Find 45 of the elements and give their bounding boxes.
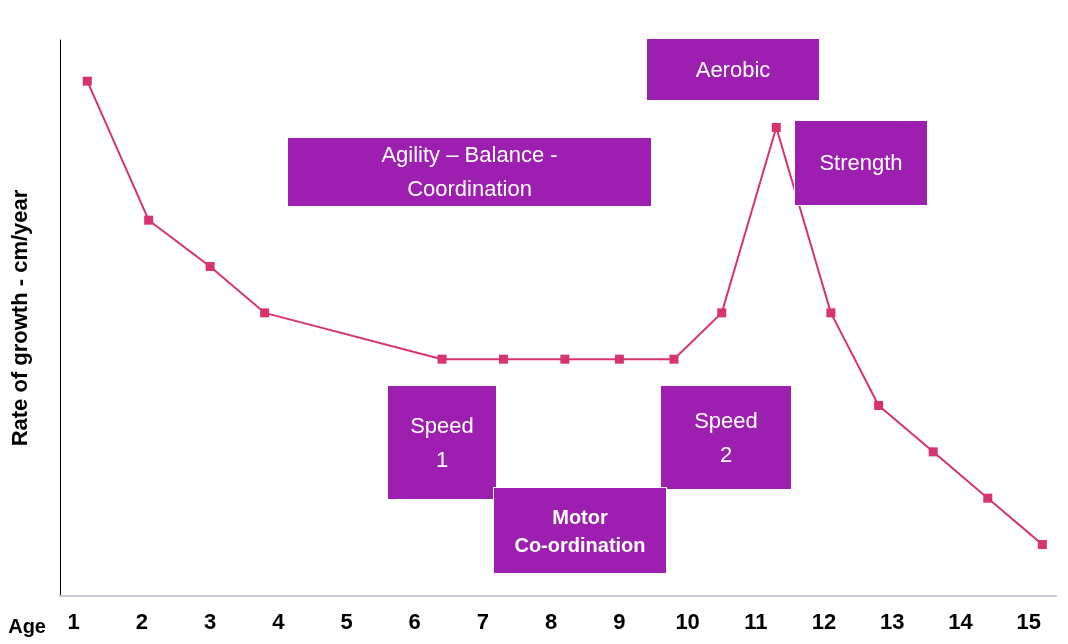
label-box: Speed 2 [660, 385, 792, 490]
point [560, 354, 570, 364]
label-box: Motor Co-ordination [493, 487, 667, 574]
point [1037, 540, 1047, 550]
point [874, 401, 884, 411]
x-tick-label: 7 [476, 608, 490, 634]
x-tick-label: 14 [948, 608, 974, 634]
x-tick-label: 10 [675, 608, 700, 634]
x-tick-label: 2 [135, 608, 148, 634]
annotation: Agility – Balance - Coordination [381, 142, 558, 201]
point [614, 354, 624, 364]
label-box: Agility – Balance - Coordination [287, 137, 652, 207]
point [260, 308, 270, 318]
annotation: Strength [819, 150, 903, 175]
point [983, 493, 993, 503]
point [437, 354, 447, 364]
label-box: Aerobic [646, 38, 820, 101]
annotation: Motor Co-ordination [514, 505, 646, 556]
x-tick-label: 5 [340, 608, 353, 634]
x-tick-label: 8 [545, 608, 558, 634]
x-tick-label: 15 [1016, 608, 1041, 634]
x-tick-label: 3 [203, 608, 217, 634]
point [826, 308, 836, 318]
point [205, 262, 215, 272]
x-tick-label: 9 [613, 608, 626, 634]
label-box: Speed 1 [387, 385, 497, 500]
label-box: Strength [794, 120, 928, 206]
point [669, 354, 679, 364]
point [928, 447, 938, 457]
point [717, 308, 727, 318]
x-tick-label: 4 [272, 608, 286, 634]
annotation: Aerobic [695, 56, 771, 82]
x-axis-title: Age [8, 615, 46, 637]
x-tick-label: 11 [744, 608, 768, 634]
annotation: Speed 2 [694, 407, 758, 467]
point [82, 76, 92, 86]
x-tick-label: 6 [408, 608, 421, 634]
point [771, 123, 781, 133]
point [498, 354, 508, 364]
x-tick-label: 12 [811, 608, 837, 634]
y-axis-title: Rate of growth - cm/year [6, 189, 32, 447]
annotation: Speed 1 [410, 412, 474, 472]
point [144, 215, 154, 225]
x-tick-label: 13 [880, 608, 905, 634]
x-tick-label: 1 [67, 608, 80, 634]
